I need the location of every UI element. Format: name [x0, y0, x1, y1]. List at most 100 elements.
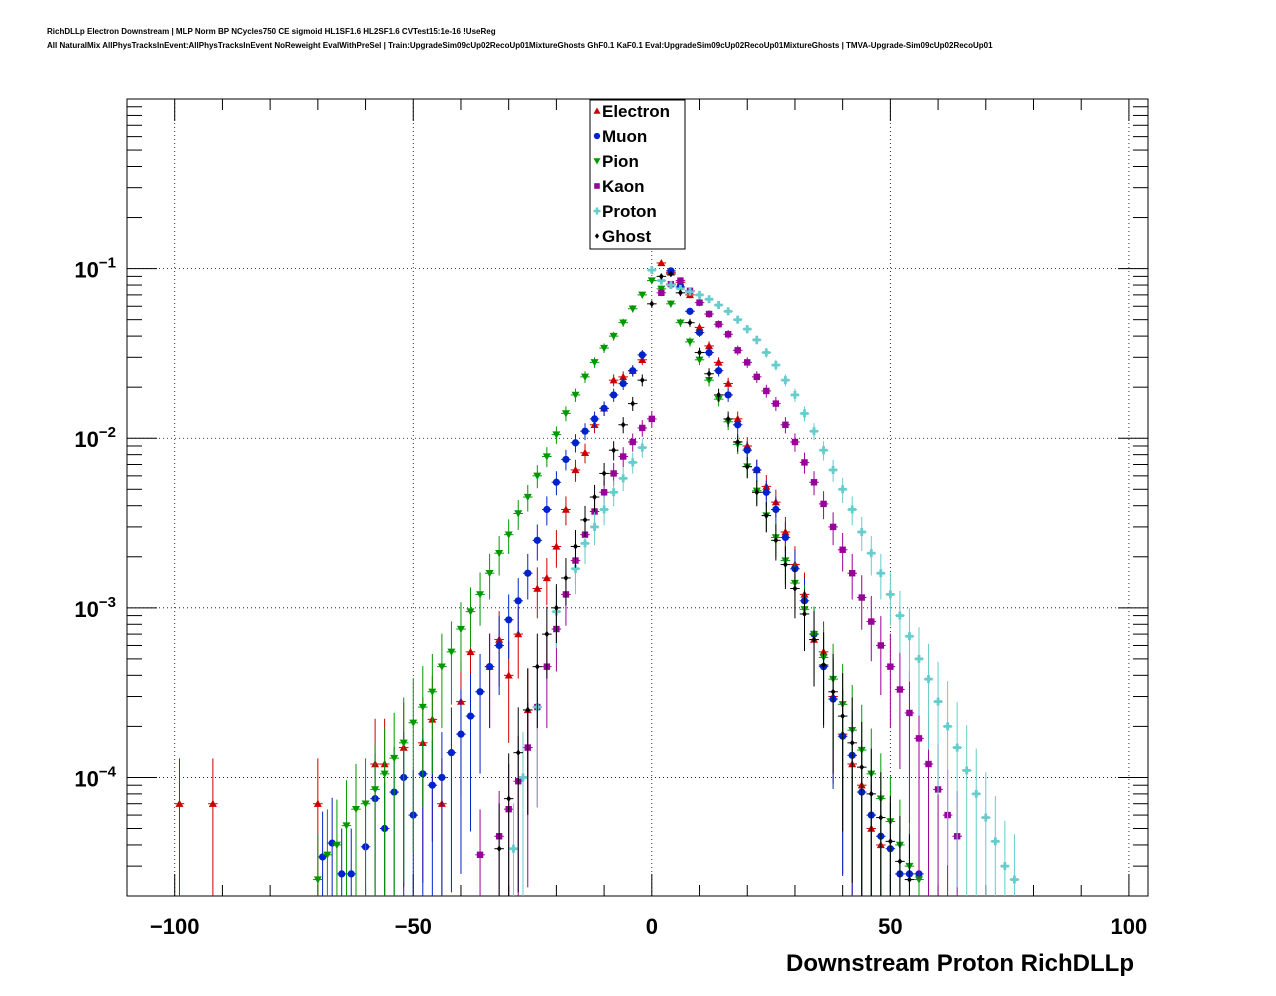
data-point: [637, 291, 648, 299]
marker: [829, 523, 837, 531]
data-point: [685, 337, 695, 347]
marker: [936, 697, 940, 706]
marker: [631, 458, 635, 467]
marker: [695, 328, 704, 337]
data-point: [933, 661, 943, 795]
marker: [543, 505, 551, 514]
data-point: [446, 621, 457, 705]
data-point: [847, 697, 857, 883]
data-point: [551, 426, 562, 444]
data-point: [713, 320, 724, 329]
marker: [907, 876, 912, 883]
marker: [915, 735, 923, 742]
marker: [685, 338, 694, 346]
marker: [533, 584, 542, 592]
marker: [993, 837, 997, 846]
data-point: [456, 602, 466, 672]
marker: [342, 822, 351, 830]
marker: [724, 391, 732, 399]
marker: [955, 743, 959, 752]
plot-frame: [126, 98, 1149, 897]
marker: [628, 305, 637, 313]
marker: [821, 661, 826, 669]
marker: [593, 107, 601, 114]
marker: [707, 295, 711, 304]
data-point: [771, 396, 781, 411]
data-point: [608, 388, 619, 402]
data-point: [876, 616, 886, 696]
x-tick-label: 50: [878, 914, 902, 939]
marker: [820, 500, 827, 508]
data-point: [599, 343, 609, 354]
marker: [677, 277, 684, 284]
data-point: [866, 748, 877, 896]
data-point: [561, 558, 571, 606]
data-point: [580, 505, 590, 538]
marker: [830, 688, 836, 695]
marker: [428, 781, 436, 789]
marker: [552, 431, 561, 439]
data-point: [580, 371, 590, 383]
marker: [753, 466, 761, 474]
data-point: [618, 467, 628, 491]
marker: [1003, 862, 1007, 871]
marker: [678, 289, 683, 297]
data-point: [398, 697, 409, 883]
marker: [868, 790, 874, 798]
marker: [792, 585, 798, 592]
data-point: [876, 553, 886, 600]
data-point: [742, 324, 753, 334]
x-tick-label: −50: [395, 914, 432, 939]
data-point: [704, 347, 714, 358]
y-tick-label: 10−2: [74, 424, 116, 452]
data-point: [780, 546, 791, 590]
data-point: [732, 417, 743, 434]
marker: [859, 763, 865, 771]
legend-box: [589, 99, 686, 250]
data-point: [752, 480, 762, 507]
data-point: [313, 834, 323, 896]
marker: [590, 359, 599, 367]
marker: [581, 448, 590, 457]
marker: [897, 858, 903, 865]
marker: [898, 611, 902, 620]
marker: [371, 786, 380, 794]
data-point: [570, 530, 581, 568]
data-point: [923, 643, 934, 750]
data-point: [437, 633, 447, 729]
legend-item-electron: Electron: [593, 102, 670, 121]
marker: [485, 663, 494, 671]
marker: [630, 400, 636, 407]
data-point: [561, 496, 571, 526]
data-point: [790, 433, 800, 452]
marker: [705, 310, 713, 318]
data-point: [685, 287, 695, 296]
data-point: [561, 406, 571, 422]
data-point: [790, 567, 800, 619]
data-point: [542, 496, 552, 526]
data-point: [437, 732, 447, 896]
data-marks: [174, 258, 1020, 896]
data-point: [866, 595, 877, 662]
marker: [668, 270, 674, 278]
data-point: [656, 258, 667, 267]
data-point: [723, 307, 733, 316]
data-point: [847, 553, 857, 600]
data-point: [608, 374, 619, 387]
marker: [609, 376, 618, 384]
marker: [639, 424, 646, 432]
marker: [485, 570, 494, 578]
data-point: [1009, 834, 1020, 896]
marker: [466, 647, 475, 656]
data-point: [837, 477, 848, 503]
marker: [352, 805, 361, 814]
marker: [735, 438, 741, 446]
marker: [716, 391, 722, 399]
data-point: [981, 772, 991, 896]
marker: [457, 730, 465, 738]
marker: [600, 404, 608, 412]
marker: [714, 358, 723, 366]
legend-item-proton: Proton: [593, 202, 657, 221]
data-point: [752, 335, 762, 345]
marker: [705, 376, 714, 385]
